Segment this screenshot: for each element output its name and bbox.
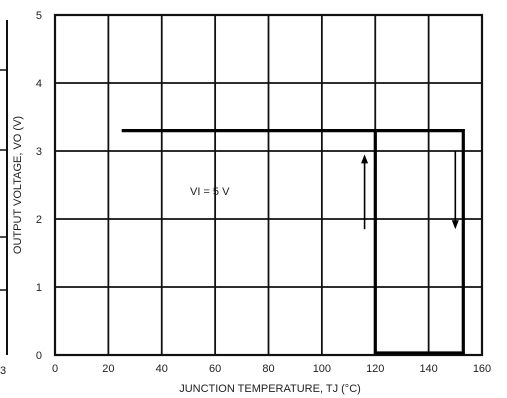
y-axis-label: OUTPUT VOLTAGE, VO (V) (12, 116, 24, 254)
x-tick-label: 40 (156, 363, 168, 375)
series-layer (121, 129, 465, 355)
y-tick-label: 5 (36, 10, 42, 22)
x-tick-label: 60 (209, 363, 221, 375)
input-voltage-annotation: VI = 5 V (190, 186, 230, 198)
heating-arrow (361, 154, 369, 230)
y-tick-label: 0 (36, 350, 42, 362)
arrow-layer (361, 151, 459, 230)
cooling-arrow (451, 151, 459, 230)
series-line (121, 129, 465, 355)
x-tick-label: 160 (473, 363, 491, 375)
x-tick-label: 100 (313, 363, 331, 375)
y-tick-label: 1 (36, 282, 42, 294)
y-tick-label: 3 (36, 146, 42, 158)
x-axis-label: JUNCTION TEMPERATURE, TJ (°C) (179, 383, 361, 395)
tick-labels: 0 20 40 60 80 100 120 140 160 0 1 2 3 4 5 (36, 10, 491, 375)
y-tick-label: 2 (36, 214, 42, 226)
x-tick-label: 20 (102, 363, 114, 375)
x-tick-label: 120 (366, 363, 384, 375)
x-tick-label: 80 (262, 363, 274, 375)
left-edge-partial-label: 3 (0, 365, 6, 377)
grid (0, 13, 484, 357)
x-tick-label: 140 (419, 363, 437, 375)
x-tick-label: 0 (52, 363, 58, 375)
y-tick-label: 4 (36, 78, 42, 90)
